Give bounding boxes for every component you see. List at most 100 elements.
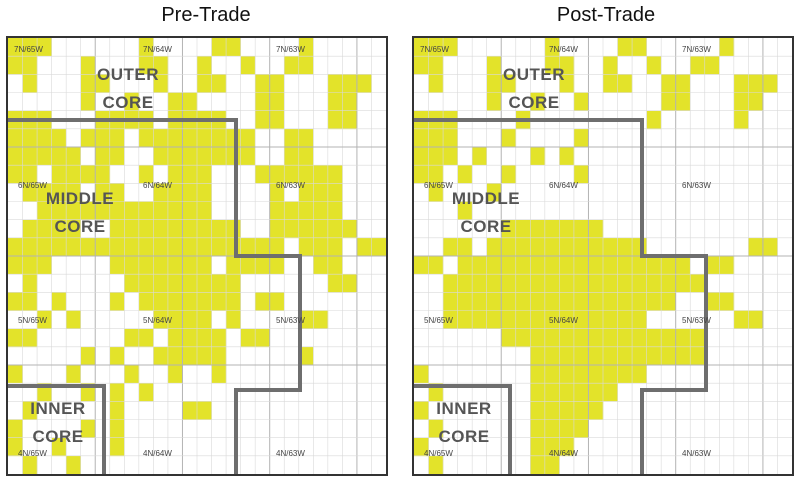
lease-cell [197,401,212,420]
lease-cell [182,219,198,239]
lease-cell [109,383,125,402]
lease-cell [138,292,154,311]
township-label: 5N/64W [143,316,172,325]
township-label: 4N/63W [276,449,305,458]
lease-cell [646,56,662,75]
lease-cell [226,38,241,57]
lease-cell [284,201,300,220]
zone-label: CORE [508,93,559,112]
lease-cell [22,256,38,275]
lease-cell [153,237,169,257]
lease-cell [603,274,618,293]
lease-cell [182,201,198,220]
lease-cell [530,419,546,438]
lease-cell [37,147,52,166]
lease-cell [211,147,227,166]
lease-cell [240,256,256,275]
lease-cell [327,256,343,275]
lease-cell [428,38,444,57]
lease-cell [588,292,604,311]
lease-cell [197,74,212,93]
lease-cell [457,256,473,275]
lease-cell [342,110,358,130]
zone-label: CORE [54,217,105,236]
lease-cell [197,219,212,239]
lease-cell [197,183,212,202]
lease-cell [269,201,285,220]
lease-cell [617,346,633,366]
lease-cell [284,56,300,75]
lease-cell [632,237,647,257]
lease-cell [428,128,444,148]
lease-cell [37,310,52,329]
lease-cell [544,383,560,402]
lease-cell [197,201,212,220]
lease-cell [617,74,633,93]
lease-cell [240,147,256,166]
lease-cell [211,365,227,384]
lease-cell [22,401,38,420]
township-label: 5N/63W [682,316,711,325]
lease-cell [182,401,198,420]
lease-cell [530,219,546,239]
lease-cell [646,110,662,130]
lease-cell [617,292,633,311]
lease-cell [109,292,125,311]
lease-cell [124,274,140,293]
lease-cell [603,256,618,275]
lease-cell [486,274,502,293]
lease-cell [95,237,111,257]
lease-cell [530,292,546,311]
lease-cell [544,346,560,366]
pre-trade-title: Pre-Trade [161,4,251,26]
lease-cell [690,56,706,75]
lease-cell [646,274,662,293]
lease-cell [66,183,81,202]
lease-cell [559,383,575,402]
lease-cell [167,292,183,311]
lease-cell [109,147,125,166]
lease-cell [269,292,285,311]
lease-cell [182,310,198,329]
lease-cell [37,219,52,239]
lease-cell [298,237,314,257]
lease-cell [298,56,314,75]
lease-cell [327,237,343,257]
lease-cell [428,74,444,93]
lease-cell [284,165,300,184]
lease-cell [22,147,38,166]
lease-cell [197,147,212,166]
lease-cell [457,292,473,311]
lease-cell [22,128,38,148]
lease-cell [457,165,473,184]
lease-cell [211,292,227,311]
lease-cell [675,92,691,111]
lease-cell [530,383,546,402]
lease-cell [167,183,183,202]
lease-cell [530,401,546,420]
lease-cell [544,401,560,420]
lease-cell [313,219,329,239]
lease-cell [197,128,212,148]
lease-cell [37,183,52,202]
lease-cell [298,128,314,148]
lease-cell [472,292,487,311]
middle-core-boundary [414,118,708,474]
lease-cell [226,274,241,293]
lease-cell [66,365,81,384]
lease-cell [269,183,285,202]
lease-cell [588,383,604,402]
township-label: 4N/65W [424,449,453,458]
lease-cell [51,183,67,202]
lease-cell [197,274,212,293]
lease-cell [80,165,96,184]
inner-core-boundary [414,384,512,474]
lease-cell [255,110,270,130]
lease-cell [167,219,183,239]
lease-cell [197,310,212,329]
lease-cell [342,274,358,293]
lease-cell [298,310,314,329]
lease-cell [226,292,241,311]
lease-cell [573,92,589,111]
lease-cell [515,237,531,257]
